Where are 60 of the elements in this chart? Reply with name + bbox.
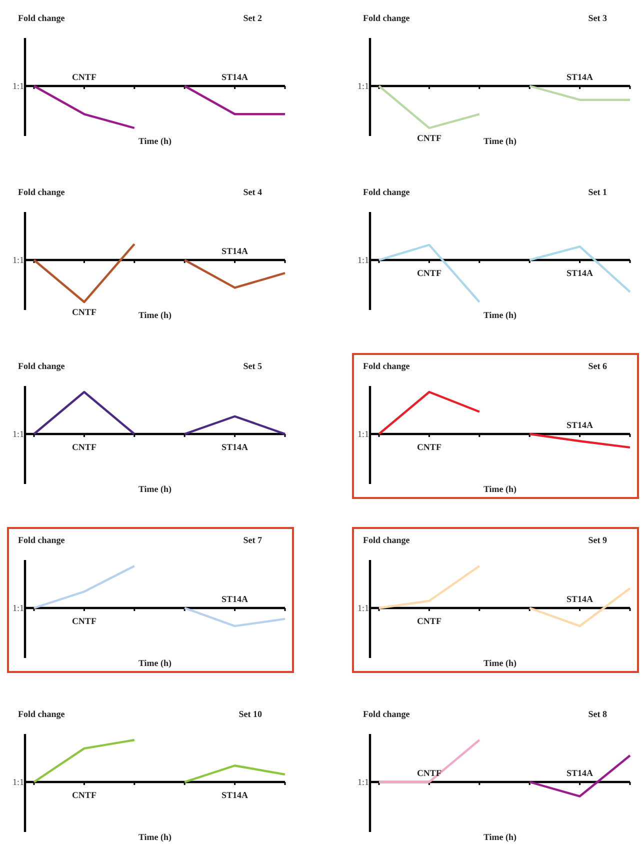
series-label: ST14A <box>566 268 594 278</box>
y-axis-title: Fold change <box>363 187 410 197</box>
x-axis-title: Time (h) <box>483 484 517 494</box>
chart-title: Set 10 <box>238 709 262 719</box>
y-axis-title: Fold change <box>363 535 410 545</box>
chart-title: Set 9 <box>588 535 608 545</box>
text: 1:1 <box>12 603 24 613</box>
text: CNTF <box>72 72 97 82</box>
text: 1:1 <box>12 255 24 265</box>
text: ST14A <box>222 72 249 82</box>
chart-title: Set 3 <box>588 13 608 23</box>
series-label: ST14A <box>566 768 594 778</box>
series-label: CNTF <box>72 307 97 317</box>
y-axis-title: Fold change <box>18 709 65 719</box>
x-axis-title: Time (h) <box>483 310 517 320</box>
text: 1:1 <box>12 429 24 439</box>
x-axis-title: Time (h) <box>138 136 172 146</box>
chart-title: Set 1 <box>588 187 608 197</box>
x-axis-title: Time (h) <box>138 484 172 494</box>
y-axis-title: Fold change <box>363 361 410 371</box>
y-axis-title: Fold change <box>18 361 65 371</box>
text: ST14A <box>222 442 249 452</box>
y-axis-title: Fold change <box>363 13 410 23</box>
text: 1:1 <box>357 255 369 265</box>
chart-title: Set 8 <box>588 709 608 719</box>
y-axis-title: Fold change <box>18 187 65 197</box>
y-axis-title: Fold change <box>363 709 410 719</box>
text: CNTF <box>72 442 97 452</box>
text: ST14A <box>222 246 249 256</box>
series-label: CNTF <box>416 616 442 626</box>
y-axis-title: Fold change <box>18 13 65 23</box>
series-label: ST14A <box>222 594 249 604</box>
text: CNTF <box>72 616 97 626</box>
text: CNTF <box>416 442 442 452</box>
series-label: CNTF <box>416 768 442 778</box>
text: 1:1 <box>357 81 369 91</box>
text: ST14A <box>222 790 249 800</box>
text: 1:1 <box>357 777 369 787</box>
y-axis-title: Fold change <box>18 535 65 545</box>
chart-title: Set 6 <box>588 361 608 371</box>
text: 1:1 <box>357 603 369 613</box>
chart-title: Set 2 <box>243 13 262 23</box>
series-label: ST14A <box>566 594 594 604</box>
x-axis-title: Time (h) <box>483 832 517 842</box>
x-axis-title: Time (h) <box>483 136 517 146</box>
chart-title: Set 4 <box>243 187 262 197</box>
series-label: CNTF <box>416 268 442 278</box>
text: 1:1 <box>12 777 24 787</box>
x-axis-title: Time (h) <box>138 658 172 668</box>
x-axis-title: Time (h) <box>138 832 172 842</box>
series-label: CNTF <box>416 133 442 143</box>
text: CNTF <box>72 790 97 800</box>
x-axis-title: Time (h) <box>483 658 517 668</box>
text: 1:1 <box>12 81 24 91</box>
x-axis-title: Time (h) <box>138 310 172 320</box>
series-label: ST14A <box>566 72 594 82</box>
text: 1:1 <box>357 429 369 439</box>
chart-title: Set 7 <box>243 535 262 545</box>
series-label: ST14A <box>566 420 594 430</box>
chart-title: Set 5 <box>243 361 262 371</box>
